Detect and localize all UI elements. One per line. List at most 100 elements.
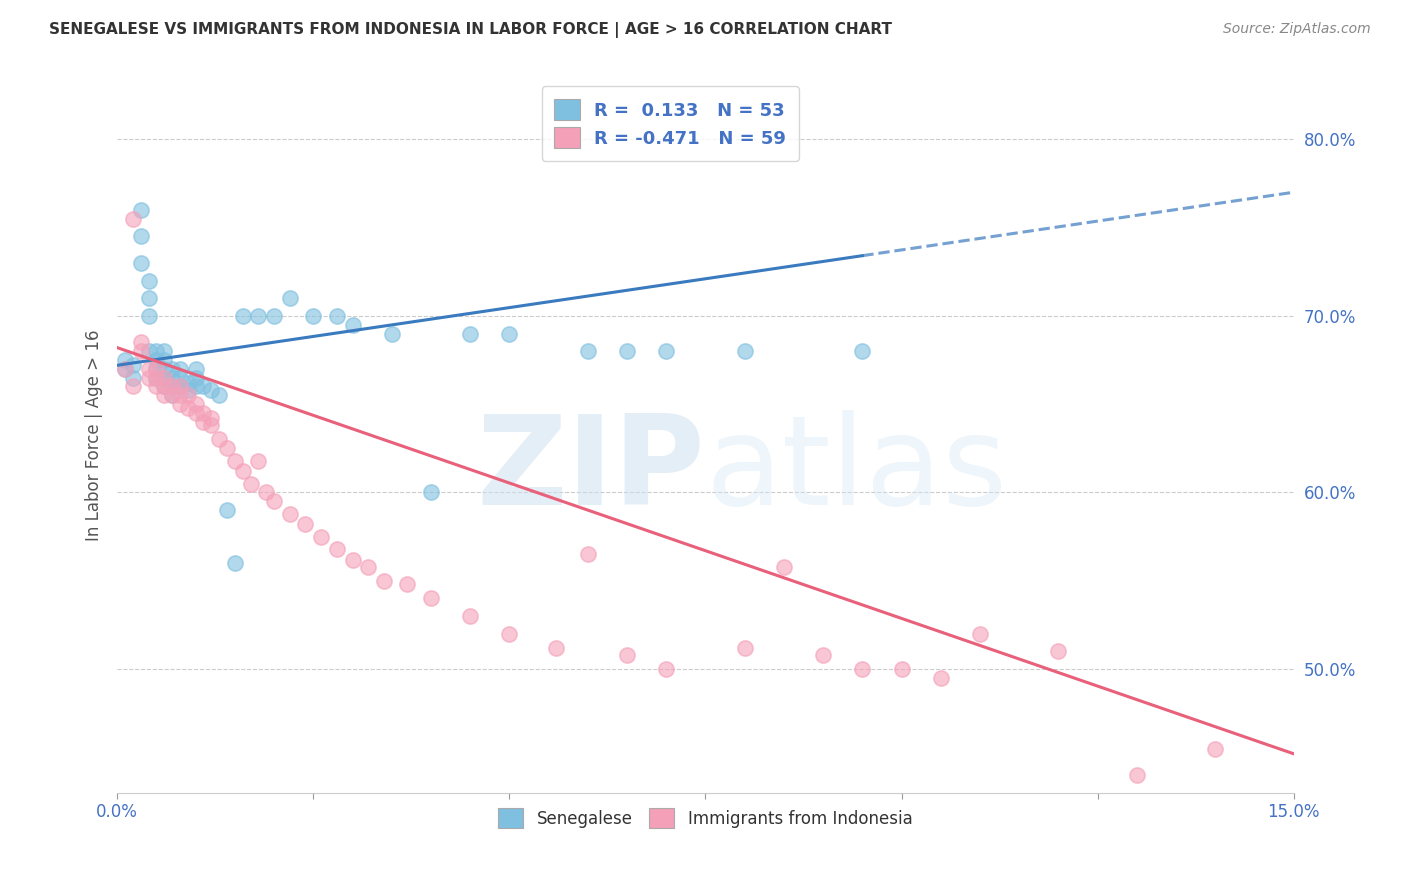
- Point: [160, 379, 183, 393]
- Point: [734, 344, 756, 359]
- Point: [184, 406, 207, 420]
- Point: [193, 415, 215, 429]
- Point: [160, 388, 183, 402]
- Point: [138, 309, 160, 323]
- Point: [239, 476, 262, 491]
- Point: [773, 559, 796, 574]
- Point: [498, 626, 520, 640]
- Point: [458, 326, 481, 341]
- Point: [184, 361, 207, 376]
- Text: ZIP: ZIP: [477, 410, 706, 532]
- Point: [373, 574, 395, 588]
- Point: [420, 485, 443, 500]
- Point: [232, 309, 254, 323]
- Text: atlas: atlas: [706, 410, 1008, 532]
- Point: [342, 318, 364, 332]
- Point: [193, 406, 215, 420]
- Point: [1126, 768, 1149, 782]
- Point: [215, 442, 238, 456]
- Point: [153, 353, 176, 368]
- Point: [138, 273, 160, 287]
- Point: [734, 640, 756, 655]
- Point: [929, 671, 952, 685]
- Point: [129, 256, 152, 270]
- Point: [342, 552, 364, 566]
- Point: [381, 326, 404, 341]
- Point: [138, 370, 160, 384]
- Point: [498, 326, 520, 341]
- Point: [177, 401, 200, 415]
- Point: [153, 388, 176, 402]
- Point: [576, 547, 599, 561]
- Point: [224, 453, 246, 467]
- Point: [153, 379, 176, 393]
- Point: [576, 344, 599, 359]
- Point: [232, 464, 254, 478]
- Point: [184, 370, 207, 384]
- Point: [138, 361, 160, 376]
- Point: [114, 361, 136, 376]
- Point: [458, 609, 481, 624]
- Point: [247, 453, 270, 467]
- Text: SENEGALESE VS IMMIGRANTS FROM INDONESIA IN LABOR FORCE | AGE > 16 CORRELATION CH: SENEGALESE VS IMMIGRANTS FROM INDONESIA …: [49, 22, 893, 38]
- Point: [326, 309, 349, 323]
- Point: [294, 517, 316, 532]
- Point: [215, 503, 238, 517]
- Point: [969, 626, 991, 640]
- Point: [138, 344, 160, 359]
- Point: [309, 530, 332, 544]
- Point: [153, 370, 176, 384]
- Point: [655, 662, 678, 676]
- Point: [122, 211, 145, 226]
- Point: [153, 379, 176, 393]
- Point: [129, 202, 152, 217]
- Point: [138, 291, 160, 305]
- Point: [153, 361, 176, 376]
- Point: [122, 379, 145, 393]
- Point: [160, 388, 183, 402]
- Point: [193, 379, 215, 393]
- Point: [263, 494, 285, 508]
- Text: Source: ZipAtlas.com: Source: ZipAtlas.com: [1223, 22, 1371, 37]
- Point: [145, 344, 167, 359]
- Y-axis label: In Labor Force | Age > 16: In Labor Force | Age > 16: [86, 329, 103, 541]
- Point: [655, 344, 678, 359]
- Point: [811, 648, 834, 662]
- Point: [169, 379, 191, 393]
- Point: [208, 433, 231, 447]
- Point: [184, 397, 207, 411]
- Point: [122, 370, 145, 384]
- Point: [200, 383, 222, 397]
- Point: [177, 376, 200, 390]
- Point: [169, 388, 191, 402]
- Point: [420, 591, 443, 606]
- Point: [1204, 741, 1226, 756]
- Point: [114, 353, 136, 368]
- Point: [122, 359, 145, 373]
- Point: [263, 309, 285, 323]
- Point: [129, 229, 152, 244]
- Point: [129, 335, 152, 350]
- Point: [278, 507, 301, 521]
- Point: [396, 577, 419, 591]
- Point: [169, 379, 191, 393]
- Point: [326, 541, 349, 556]
- Point: [357, 559, 380, 574]
- Point: [129, 344, 152, 359]
- Point: [851, 662, 873, 676]
- Point: [200, 418, 222, 433]
- Point: [302, 309, 325, 323]
- Point: [145, 370, 167, 384]
- Point: [145, 379, 167, 393]
- Point: [160, 370, 183, 384]
- Point: [145, 353, 167, 368]
- Point: [200, 411, 222, 425]
- Point: [160, 379, 183, 393]
- Point: [177, 383, 200, 397]
- Point: [169, 370, 191, 384]
- Point: [278, 291, 301, 305]
- Point: [851, 344, 873, 359]
- Point: [153, 370, 176, 384]
- Point: [247, 309, 270, 323]
- Point: [890, 662, 912, 676]
